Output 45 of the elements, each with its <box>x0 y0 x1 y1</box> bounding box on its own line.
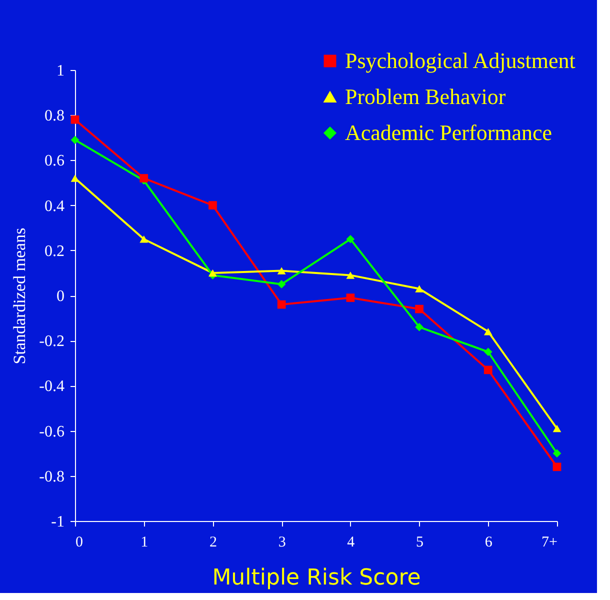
y-tick-label: 0.4 <box>44 198 64 215</box>
point <box>277 280 286 288</box>
y-tick-label: 0 <box>56 288 64 305</box>
point <box>484 366 492 374</box>
point <box>346 294 355 302</box>
point <box>208 269 217 277</box>
y-tick-label: 0.6 <box>44 152 64 170</box>
x-tick-label: 7+ <box>542 534 558 550</box>
legend-label: Academic Performance <box>345 120 552 145</box>
y-tick-label: 1 <box>56 62 64 80</box>
y-tick-label: -0.8 <box>39 468 64 486</box>
point <box>277 300 286 309</box>
point <box>208 201 217 210</box>
point <box>277 267 286 274</box>
x-tick-label: 5 <box>416 534 424 550</box>
point <box>346 234 355 244</box>
y-tick-label: -0.6 <box>39 423 64 440</box>
point <box>346 272 355 279</box>
point <box>140 174 148 182</box>
point <box>70 136 80 144</box>
point <box>140 236 148 243</box>
x-tick-label: 4 <box>347 534 356 550</box>
y-axis-title: Standardized means <box>10 228 30 364</box>
legend-label: Psychological Adjustment <box>345 48 576 73</box>
point <box>552 462 562 472</box>
y-tick-label: -0.2 <box>39 333 64 350</box>
point <box>552 449 562 458</box>
y-tick-label: 0.8 <box>44 108 64 125</box>
y-tick-label: -0.4 <box>39 378 64 396</box>
x-tick-label: 1 <box>140 534 148 550</box>
point <box>70 115 80 124</box>
point <box>552 424 562 432</box>
x-tick-label: 0 <box>76 534 83 550</box>
y-tick-label: 0.2 <box>44 242 64 260</box>
x-tick-label: 2 <box>209 534 217 550</box>
point <box>415 322 424 332</box>
point <box>415 304 424 314</box>
point <box>415 285 424 292</box>
y-tick-label: -1 <box>51 514 64 530</box>
point <box>484 348 492 356</box>
x-tick-label: 3 <box>278 534 286 550</box>
legend-label: Problem Behavior <box>345 84 506 109</box>
x-tick-label: 6 <box>484 534 493 550</box>
point <box>484 328 492 336</box>
x-axis-title: Multiple Risk Score <box>212 566 421 590</box>
